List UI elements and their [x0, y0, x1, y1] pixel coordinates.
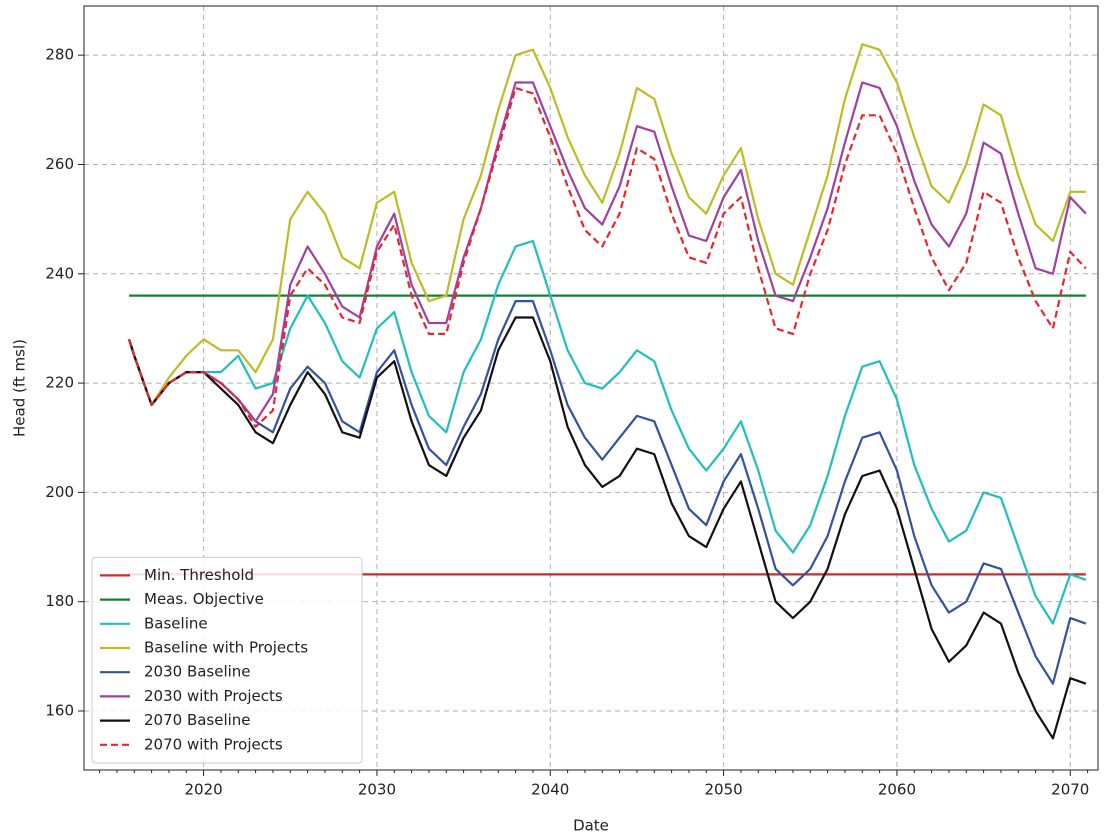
series-line: [128, 316, 1087, 740]
legend-box: [91, 556, 363, 764]
legend-label: 2070 Baseline: [144, 711, 251, 729]
legend-label: 2030 Baseline: [144, 663, 251, 681]
series-line: [128, 300, 1087, 685]
y-tick-label: 180: [45, 592, 74, 610]
x-axis-label: Date: [573, 817, 609, 835]
x-tick-label: 2050: [705, 781, 743, 799]
series-line: [128, 43, 1086, 407]
y-tick-label: 220: [45, 374, 74, 392]
legend-label: 2030 with Projects: [144, 687, 283, 705]
legend-label: Baseline: [144, 614, 208, 632]
y-tick-label: 260: [45, 155, 74, 173]
legend-label: Baseline with Projects: [144, 639, 308, 657]
x-tick-label: 2060: [878, 781, 916, 799]
y-tick-label: 280: [45, 46, 74, 64]
legend-label: 2070 with Projects: [144, 735, 283, 753]
x-tick-label: 2070: [1051, 781, 1089, 799]
legend-label: Meas. Objective: [144, 590, 264, 608]
y-tick-label: 200: [45, 483, 74, 501]
x-tick-label: 2030: [358, 781, 396, 799]
x-tick-label: 2020: [185, 781, 223, 799]
x-tick-label: 2040: [531, 781, 569, 799]
legend-label: Min. Threshold: [144, 566, 254, 584]
plot-frame: [83, 5, 1099, 771]
y-axis-label: Head (ft msl): [11, 339, 29, 437]
series-line: [128, 86, 1087, 428]
y-tick-label: 160: [45, 701, 74, 719]
y-tick-label: 240: [45, 264, 74, 282]
series-line: [128, 81, 1087, 423]
